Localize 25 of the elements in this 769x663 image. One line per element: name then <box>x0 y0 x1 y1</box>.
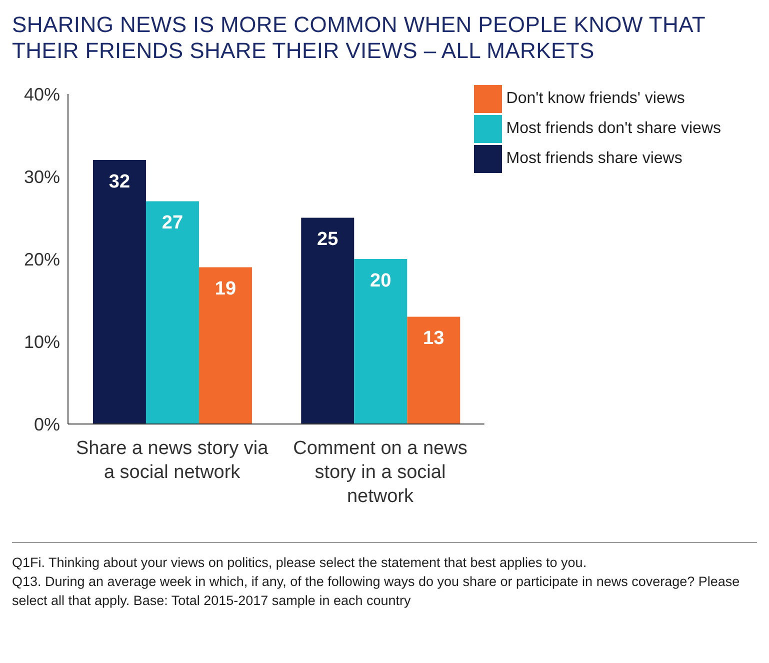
bar <box>92 160 146 424</box>
bar <box>354 259 408 424</box>
bar <box>198 267 252 424</box>
x-tick-label: Comment on a news story in a social network <box>293 438 468 507</box>
data-label: 25 <box>317 229 339 250</box>
y-tick-label: 20% <box>24 249 60 270</box>
data-label: 13 <box>423 328 444 350</box>
y-tick-label: 0% <box>34 414 60 434</box>
legend-label: Most friends share views <box>506 150 682 167</box>
text: Q13. During an average week in which, if any, of the following ways do you share or participate in news coverage? Please select all that apply. Base: Total 2015-2017 sample in each country <box>12 573 741 610</box>
y-tick-label: 40% <box>24 84 60 104</box>
bar <box>146 201 199 424</box>
legend-label: Don't know friends' views <box>506 90 685 107</box>
y-tick-label: 10% <box>24 332 60 352</box>
data-label: 20 <box>370 270 392 292</box>
legend-label: Most friends don't share views <box>506 120 721 137</box>
data-label: 19 <box>214 278 236 300</box>
y-tick-label: 30% <box>24 166 60 187</box>
text: Q1Fi. Thinking about your views on politics, please select the statement that best applies to you. <box>12 554 588 572</box>
bar <box>407 316 460 424</box>
bar <box>301 218 354 424</box>
x-tick-label: Share a news story via a social network <box>76 438 269 483</box>
data-label: 32 <box>108 171 130 192</box>
chart-title: SHARING NEWS IS MORE COMMON WHEN PEOPLE KNOW THAT THEIR FRIENDS SHARE THEIR VIEWS – ALL MARKETS <box>11 11 706 64</box>
data-label: 27 <box>162 212 184 234</box>
